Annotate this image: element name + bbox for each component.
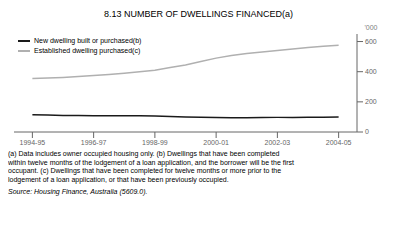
svg-text:400: 400 xyxy=(365,68,377,75)
svg-text:'000: '000 xyxy=(364,24,377,31)
svg-text:2004-05: 2004-05 xyxy=(326,139,352,146)
svg-text:2002-03: 2002-03 xyxy=(265,139,291,146)
svg-text:1994-95: 1994-95 xyxy=(20,139,46,146)
html-text:Established dwelling purchased: Established dwelling purchased(c) xyxy=(34,47,141,54)
html-text:(a) Data includes owner occupi: (a) Data includes owner occupied housing… xyxy=(8,150,280,157)
html-text:8.13 NUMBER OF DWELLINGS FINAN: 8.13 NUMBER OF DWELLINGS FINANCED(a) xyxy=(104,9,293,19)
html-text:occupant. (c) Dwellings that h: occupant. (c) Dwellings that have been c… xyxy=(8,167,282,174)
svg-text:600: 600 xyxy=(365,38,377,45)
svg-text:200: 200 xyxy=(365,98,377,105)
html-text:lodgement of a loan applicatio: lodgement of a loan application, or that… xyxy=(8,175,229,183)
svg-text:1998-99: 1998-99 xyxy=(142,139,168,146)
html-text:within twelve months of the lo: within twelve months of the lodgement of… xyxy=(8,158,294,166)
html-text:New dwelling built or purchase: New dwelling built or purchased(b) xyxy=(34,37,142,44)
svg-text:2000-01: 2000-01 xyxy=(203,139,229,146)
svg-text:1996-97: 1996-97 xyxy=(81,139,107,146)
html-text:Source: Housing Finance, Austr: Source: Housing Finance, Australia (5609… xyxy=(8,188,148,195)
svg-text:0: 0 xyxy=(365,128,369,135)
